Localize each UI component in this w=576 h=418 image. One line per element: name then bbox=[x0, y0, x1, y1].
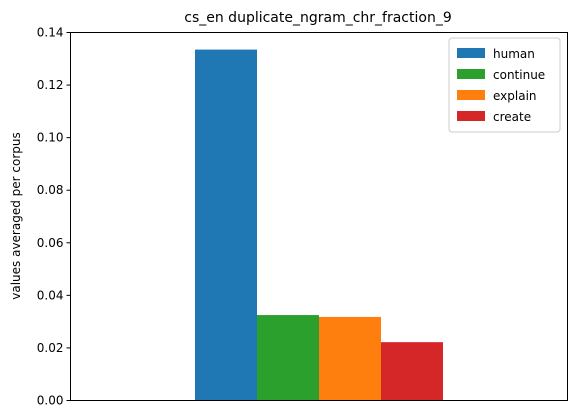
legend-swatch-continue bbox=[457, 69, 485, 79]
legend-label-create: create bbox=[493, 110, 531, 124]
legend-frame bbox=[448, 37, 561, 133]
y-tick-label: 0.12 bbox=[37, 78, 64, 92]
y-axis-ticks: 0.00 0.02 0.04 0.06 0.08 0.10 0.12 0.14 bbox=[37, 26, 71, 408]
legend-swatch-create bbox=[457, 111, 485, 121]
legend-label-human: human bbox=[493, 47, 535, 61]
legend-label-explain: explain bbox=[493, 89, 537, 103]
bar-create bbox=[381, 342, 443, 401]
bar-explain bbox=[319, 316, 381, 401]
y-tick-label: 0.00 bbox=[37, 394, 64, 408]
plot-frame bbox=[70, 32, 568, 401]
y-tick-label: 0.08 bbox=[37, 183, 64, 197]
y-tick-label: 0.04 bbox=[37, 288, 64, 302]
y-axis-label: values averaged per corpus bbox=[9, 132, 23, 300]
y-tick-label: 0.02 bbox=[37, 341, 64, 355]
legend: human continue explain create bbox=[448, 37, 561, 133]
chart-title: cs_en duplicate_ngram_chr_fraction_9 bbox=[184, 10, 451, 26]
y-tick-label: 0.14 bbox=[37, 26, 64, 40]
bar-continue bbox=[257, 315, 319, 401]
y-tick-label: 0.06 bbox=[37, 236, 64, 250]
legend-label-continue: continue bbox=[493, 68, 545, 82]
y-tick-label: 0.10 bbox=[37, 131, 64, 145]
legend-swatch-human bbox=[457, 48, 485, 58]
legend-swatch-explain bbox=[457, 90, 485, 100]
bars-group bbox=[195, 49, 443, 401]
bar-human bbox=[195, 49, 257, 401]
